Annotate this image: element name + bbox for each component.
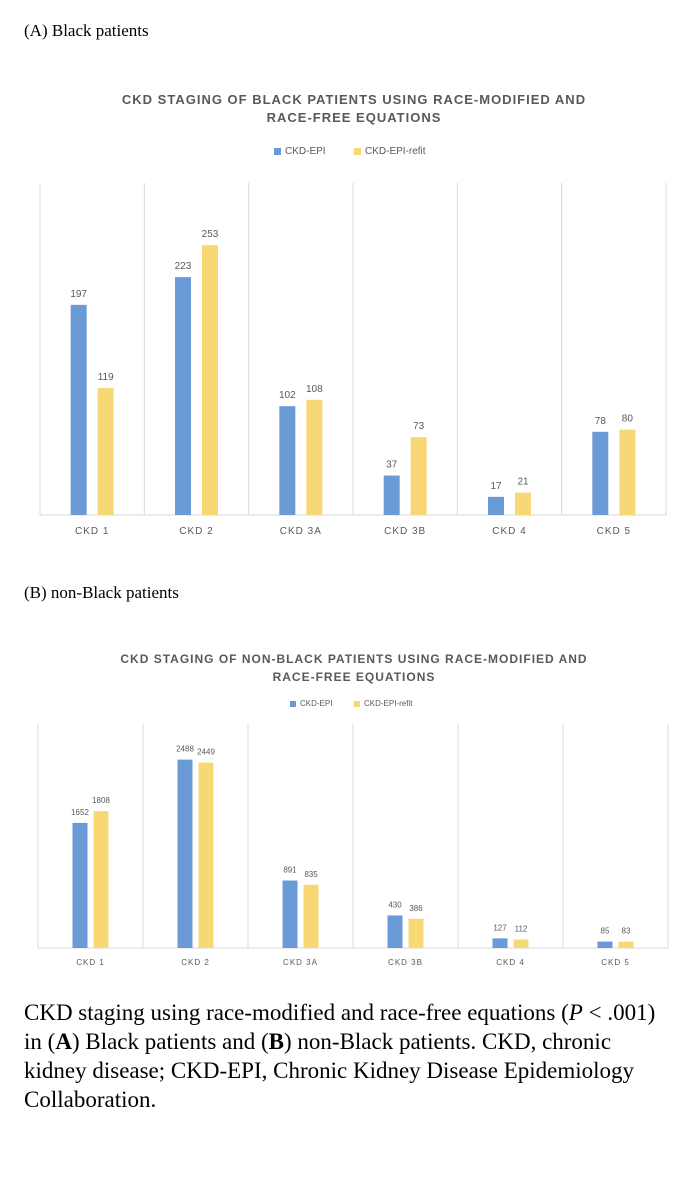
category-label: CKD 3A <box>280 526 322 537</box>
data-label: 197 <box>70 289 87 300</box>
category-label: CKD 4 <box>492 526 526 537</box>
bar-ckd-epi-refit-ckd3a <box>306 399 323 515</box>
caption-part3: ) Black patients and ( <box>71 1029 269 1054</box>
category-label: CKD 1 <box>75 526 109 537</box>
bar-ckd-epi-refit-ckd5 <box>619 429 636 515</box>
bar-ckd-epi-ckd1 <box>72 822 88 948</box>
bar-ckd-epi-refit-ckd1 <box>93 811 109 948</box>
data-label: 17 <box>490 481 502 492</box>
data-label: 102 <box>279 390 296 401</box>
legend-swatch-2 <box>354 701 360 707</box>
data-label: 253 <box>202 229 219 240</box>
legend-label-1: CKD-EPI <box>285 146 326 157</box>
data-label: 430 <box>388 900 402 909</box>
category-label: CKD 1 <box>76 958 105 967</box>
data-label: 835 <box>304 870 318 879</box>
data-label: 223 <box>175 261 192 272</box>
bar-ckd-epi-refit-ckd4 <box>515 492 531 515</box>
bar-ckd-epi-ckd3b <box>387 915 403 948</box>
legend-swatch-2 <box>354 148 361 155</box>
data-label: 108 <box>306 384 323 395</box>
bar-ckd-epi-ckd4 <box>488 496 504 515</box>
category-label: CKD 5 <box>597 526 631 537</box>
bar-ckd-epi-ckd4 <box>492 938 508 948</box>
data-label: 73 <box>413 421 425 432</box>
caption-part4: ) non-Black patients. CKD, chronic kidne… <box>24 1029 635 1112</box>
category-label: CKD 4 <box>496 958 525 967</box>
chart-black-patients: CKD STAGING OF BLACK PATIENTS USING RACE… <box>39 92 667 537</box>
category-label: CKD 5 <box>601 958 630 967</box>
data-label: 891 <box>283 866 297 875</box>
legend-label-2: CKD-EPI-refit <box>365 146 426 157</box>
legend-swatch-1 <box>290 701 296 707</box>
category-label: CKD 3A <box>283 958 318 967</box>
category-label: CKD 3B <box>388 958 423 967</box>
data-label: 1652 <box>71 808 89 817</box>
bar-ckd-epi-refit-ckd5 <box>618 941 634 948</box>
category-label: CKD 2 <box>181 958 210 967</box>
legend-label-2: CKD-EPI-refit <box>364 699 413 708</box>
data-label: 1808 <box>92 796 110 805</box>
data-label: 78 <box>595 416 607 427</box>
chart-title-line-2: RACE-FREE EQUATIONS <box>267 110 442 125</box>
bar-ckd-epi-ckd5 <box>592 431 609 515</box>
data-label: 83 <box>622 927 631 936</box>
figure-caption: CKD staging using race-modified and race… <box>24 998 672 1114</box>
data-label: 37 <box>386 460 398 471</box>
panel-b-label: (B) non-Black patients <box>24 583 179 602</box>
data-label: 80 <box>622 414 634 425</box>
panel-a-label: (A) Black patients <box>24 21 149 40</box>
category-label: CKD 2 <box>179 526 213 537</box>
bar-ckd-epi-refit-ckd4 <box>513 939 529 948</box>
data-label: 127 <box>493 923 507 932</box>
category-label: CKD 3B <box>384 526 426 537</box>
chart-non-black-patients: CKD STAGING OF NON-BLACK PATIENTS USING … <box>37 652 669 967</box>
caption-b: B <box>268 1029 284 1054</box>
data-label: 2449 <box>197 748 215 757</box>
chart-title-line-1: CKD STAGING OF NON-BLACK PATIENTS USING … <box>120 652 587 666</box>
chart-title-line-1: CKD STAGING OF BLACK PATIENTS USING RACE… <box>122 92 586 107</box>
caption-part1: CKD staging using race-modified and race… <box>24 1000 569 1025</box>
bar-ckd-epi-ckd3a <box>282 880 298 948</box>
legend-swatch-1 <box>274 148 281 155</box>
data-label: 386 <box>409 904 423 913</box>
bar-ckd-epi-refit-ckd3b <box>408 918 424 948</box>
data-label: 112 <box>515 925 528 934</box>
data-label: 21 <box>517 477 529 488</box>
bar-ckd-epi-ckd3b <box>383 475 400 515</box>
bar-ckd-epi-ckd5 <box>597 941 613 948</box>
bar-ckd-epi-ckd2 <box>177 759 193 948</box>
bar-ckd-epi-ckd2 <box>175 277 191 515</box>
bar-ckd-epi-refit-ckd2 <box>198 762 214 948</box>
data-label: 85 <box>601 927 610 936</box>
legend-label-1: CKD-EPI <box>300 699 332 708</box>
bar-ckd-epi-refit-ckd2 <box>202 245 218 515</box>
bar-ckd-epi-ckd1 <box>70 304 87 515</box>
bar-ckd-epi-refit-ckd3b <box>410 437 427 515</box>
data-label: 119 <box>98 372 114 383</box>
bar-ckd-epi-refit-ckd1 <box>97 388 114 515</box>
chart-title-line-2: RACE-FREE EQUATIONS <box>273 670 436 684</box>
caption-p-symbol: P <box>568 1000 583 1025</box>
bar-ckd-epi-refit-ckd3a <box>303 884 319 948</box>
bar-ckd-epi-ckd3a <box>279 406 296 515</box>
data-label: 2488 <box>176 745 194 754</box>
caption-a: A <box>55 1029 72 1054</box>
caption-part2: < .001) in ( <box>24 1000 656 1054</box>
